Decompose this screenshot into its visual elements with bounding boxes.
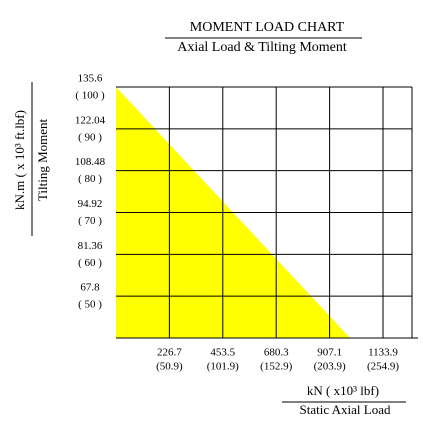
y-tick-sublabel: ( 60 ) — [78, 257, 102, 269]
x-tick-sublabel: (203.9) — [314, 361, 346, 373]
x-tick-sublabel: (152.9) — [260, 361, 292, 373]
chart-subtitle: Axial Load & Tilting Moment — [177, 40, 347, 55]
y-tick-label: 135.6 — [78, 73, 103, 85]
y-axis-unit: kN.m ( x 10³ ft.lbf) — [12, 110, 27, 210]
y-tick-sublabel: ( 50 ) — [78, 299, 102, 311]
x-tick-label: 680.3 — [264, 347, 289, 359]
y-tick-sublabel: ( 90 ) — [78, 131, 102, 143]
x-tick-sublabel: (50.9) — [156, 361, 183, 373]
x-tick-label: 1133.9 — [368, 347, 398, 359]
chart-title: MOMENT LOAD CHART — [190, 20, 345, 35]
y-tick-label: 94.92 — [78, 198, 103, 210]
x-axis-title: Static Axial Load — [300, 402, 391, 417]
x-tick-label: 453.5 — [210, 347, 235, 359]
x-tick-sublabel: (254.9) — [367, 361, 399, 373]
y-tick-sublabel: ( 100 ) — [75, 90, 105, 102]
y-tick-sublabel: ( 70 ) — [78, 215, 102, 227]
x-tick-label: 226.7 — [157, 347, 182, 359]
x-axis-unit: kN ( x10³ lbf) — [307, 383, 379, 398]
y-tick-label: 81.36 — [78, 240, 103, 252]
y-tick-label: 67.8 — [80, 282, 100, 294]
y-axis-title: Tilting Moment — [35, 118, 50, 201]
x-tick-sublabel: (101.9) — [207, 361, 239, 373]
y-tick-label: 122.04 — [75, 114, 106, 126]
x-tick-label: 907.1 — [317, 347, 342, 359]
y-tick-label: 108.48 — [75, 156, 106, 168]
y-tick-sublabel: ( 80 ) — [78, 173, 102, 185]
